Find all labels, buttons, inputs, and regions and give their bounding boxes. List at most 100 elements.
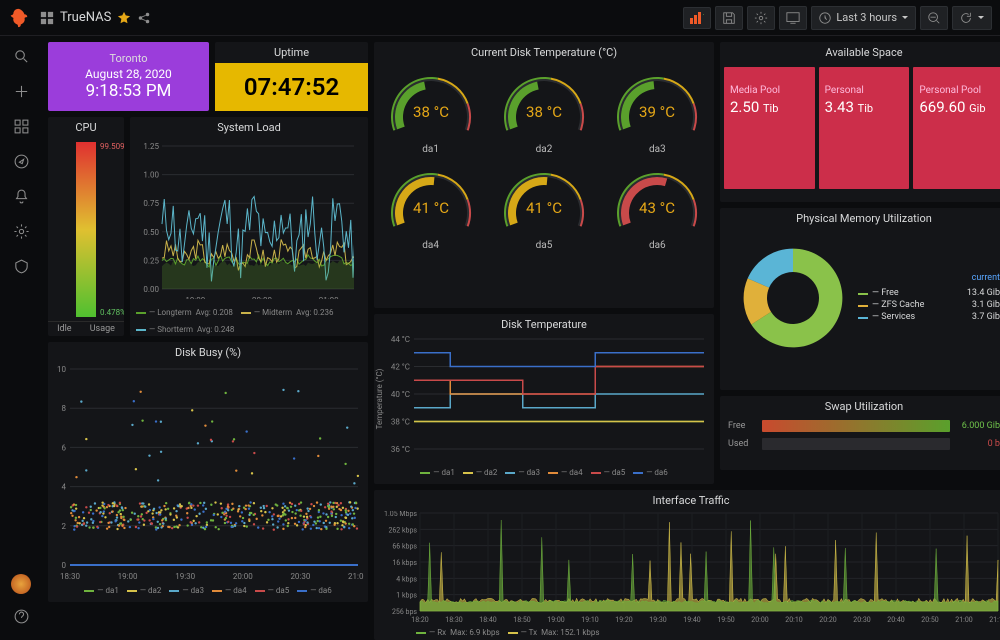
sidebar (0, 36, 42, 637)
share-icon[interactable] (137, 11, 151, 25)
svg-text:20:20: 20:20 (819, 616, 836, 623)
svg-text:+: + (703, 12, 704, 19)
help-icon[interactable] (13, 608, 30, 625)
svg-text:0: 0 (62, 561, 67, 570)
legend-item[interactable]: — da4 (548, 468, 583, 477)
legend-item[interactable]: — da1 (84, 586, 119, 595)
legend-item[interactable]: — da1 (420, 468, 455, 477)
memory-util-panel: Physical Memory Utilization current— Fre… (720, 208, 1000, 390)
space-card: Media Pool2.50 Tib (724, 67, 815, 189)
legend-item[interactable]: — Midterm Avg: 0.236 (241, 308, 334, 317)
svg-text:43 °C: 43 °C (639, 199, 675, 217)
swap-util-panel: Swap Utilization Free6.000 GibUsed0 b (720, 396, 1000, 470)
star-icon[interactable] (117, 11, 131, 25)
svg-text:20:30: 20:30 (853, 616, 870, 623)
time-range-label: Last 3 hours (836, 11, 897, 24)
tv-mode-button[interactable] (779, 6, 807, 30)
svg-text:20:00: 20:00 (233, 572, 253, 581)
svg-text:0.75: 0.75 (143, 199, 159, 208)
svg-text:38 °C: 38 °C (526, 103, 562, 121)
svg-text:2: 2 (62, 522, 67, 531)
explore-icon[interactable] (13, 153, 30, 170)
grafana-logo-icon[interactable] (8, 7, 30, 29)
legend-item[interactable]: — da3 (505, 468, 540, 477)
cpu-panel: CPU 99.509% 0.478% Idle Usage (48, 117, 124, 336)
disk-temp-chart[interactable]: 36 °C38 °C40 °C42 °C44 °CTemperature (°C… (374, 335, 710, 463)
settings-button[interactable] (747, 6, 775, 30)
chevron-down-icon (901, 14, 909, 22)
dashboard-icon (40, 11, 54, 25)
save-button[interactable] (715, 6, 743, 30)
server-admin-icon[interactable] (13, 258, 30, 275)
interface-traffic-chart[interactable]: 256 bps1 kbps4 kbps16 kbps66 kbps262 kbp… (374, 511, 1000, 623)
svg-text:256 bps: 256 bps (392, 608, 417, 616)
legend-item[interactable]: — Services3.7 Gib (858, 311, 1000, 323)
svg-text:6: 6 (62, 443, 67, 452)
svg-text:19:40: 19:40 (683, 616, 700, 623)
disk-busy-chart[interactable]: 024681018:3019:0019:3020:0020:3021:00 (48, 363, 364, 581)
interface-traffic-panel: Interface Traffic 256 bps1 kbps4 kbps16 … (374, 490, 1000, 640)
legend-item[interactable]: — da6 (297, 586, 332, 595)
alerting-icon[interactable] (13, 188, 30, 205)
plus-icon[interactable] (13, 83, 30, 100)
memory-donut-chart[interactable] (728, 233, 858, 363)
legend-item[interactable]: — da3 (169, 586, 204, 595)
zoom-out-button[interactable] (920, 6, 948, 30)
svg-text:262 kbps: 262 kbps (388, 526, 417, 534)
legend-item[interactable]: — Free13.4 Gib (858, 287, 1000, 299)
cpu-tab-usage[interactable]: Usage (90, 324, 115, 334)
svg-text:19:00: 19:00 (118, 572, 138, 581)
svg-text:19:50: 19:50 (717, 616, 734, 623)
legend-item[interactable]: — da4 (212, 586, 247, 595)
svg-text:66 kbps: 66 kbps (392, 543, 417, 551)
legend-item[interactable]: — Shortterm Avg: 0.248 (136, 325, 234, 334)
dashboards-icon[interactable] (13, 118, 30, 135)
system-load-panel: System Load 0.000.250.500.751.001.2519:0… (130, 117, 368, 336)
time-range-picker[interactable]: Last 3 hours (811, 6, 916, 30)
dashboard-title[interactable]: TrueNAS (60, 10, 111, 25)
temp-gauge-da3: 39 °Cda3 (611, 67, 703, 155)
uptime-title: Uptime (215, 42, 368, 63)
temp-gauge-da1: 38 °Cda1 (385, 67, 477, 155)
svg-text:1.25: 1.25 (143, 142, 159, 151)
legend-item[interactable]: — da2 (127, 586, 162, 595)
svg-text:8: 8 (62, 404, 67, 413)
clock-panel: Toronto August 28, 2020 9:18:53 PM (48, 42, 209, 111)
search-icon[interactable] (13, 48, 30, 65)
svg-text:21:10: 21:10 (989, 616, 1000, 623)
svg-text:4 kbps: 4 kbps (396, 575, 417, 583)
legend-item[interactable]: — ZFS Cache3.1 Gib (858, 299, 1000, 311)
add-panel-button[interactable]: + (683, 7, 711, 29)
svg-text:18:30: 18:30 (60, 572, 80, 581)
available-space-panel: Available Space Media Pool2.50 TibPerson… (720, 42, 1000, 202)
svg-text:0.25: 0.25 (143, 256, 159, 265)
space-card: Personal3.43 Tib (819, 67, 910, 189)
svg-text:39 °C: 39 °C (639, 103, 675, 121)
legend-item[interactable]: — da5 (591, 468, 626, 477)
svg-text:20:40: 20:40 (887, 616, 904, 623)
legend-item[interactable]: — da2 (463, 468, 498, 477)
uptime-panel: Uptime 07:47:52 (215, 42, 368, 111)
legend-item[interactable]: — da6 (633, 468, 668, 477)
svg-text:38 °C: 38 °C (391, 418, 410, 427)
system-load-chart[interactable]: 0.000.250.500.751.001.2519:0020:0021:00 (130, 138, 360, 303)
legend-item[interactable]: — Longterm Avg: 0.208 (136, 308, 233, 317)
temp-gauge-da4: 41 °Cda4 (385, 163, 477, 251)
svg-text:0.00: 0.00 (143, 285, 159, 294)
legend-item[interactable]: — Tx Max: 152.1 kbps (508, 628, 600, 637)
svg-text:Temperature (°C): Temperature (°C) (375, 368, 384, 429)
svg-text:42 °C: 42 °C (391, 363, 410, 372)
svg-text:18:40: 18:40 (479, 616, 496, 623)
refresh-button[interactable] (952, 6, 992, 30)
svg-text:16 kbps: 16 kbps (392, 559, 417, 567)
legend-item[interactable]: — Rx Max: 6.9 kbps (416, 628, 500, 637)
user-avatar[interactable] (11, 574, 31, 594)
svg-text:20:10: 20:10 (785, 616, 802, 623)
config-icon[interactable] (13, 223, 30, 240)
legend-item[interactable]: — da5 (255, 586, 290, 595)
cpu-tab-idle[interactable]: Idle (57, 324, 71, 334)
svg-text:4: 4 (62, 483, 67, 492)
swap-row: Free6.000 Gib (720, 417, 1000, 435)
chevron-down-icon (977, 14, 985, 22)
space-card: Personal Pool669.60 Gib (913, 67, 1000, 189)
